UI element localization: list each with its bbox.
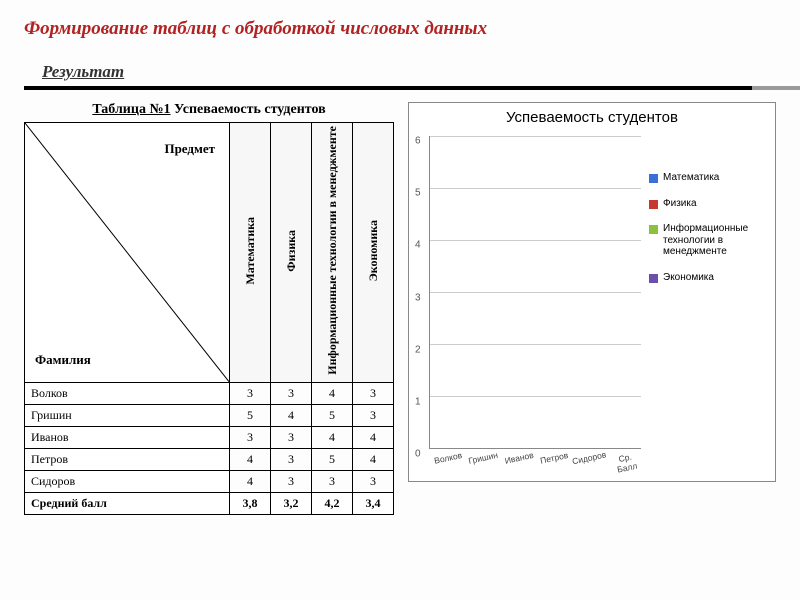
table-caption-text: Успеваемость студентов (171, 102, 326, 117)
diagonal-header: Предмет Фамилия (25, 123, 230, 383)
legend-label: Математика (663, 172, 719, 184)
table-caption: Таблица №1 Успеваемость студентов (24, 102, 394, 118)
cell: 4 (312, 382, 353, 404)
cell: 3 (271, 382, 312, 404)
cell: 3 (230, 382, 271, 404)
table-row: Гришин5453 (25, 404, 394, 426)
cell: 3 (312, 470, 353, 492)
cell: 4 (353, 426, 394, 448)
row-name: Петров (25, 448, 230, 470)
cell: 5 (312, 448, 353, 470)
chart-plot (429, 136, 641, 449)
col-economics: Экономика (353, 123, 394, 383)
legend-item: Математика (649, 172, 769, 184)
y-tick: 2 (415, 344, 421, 355)
cell: 3,2 (271, 492, 312, 514)
legend-swatch (649, 200, 658, 209)
y-tick: 5 (415, 188, 421, 199)
y-tick: 0 (415, 449, 421, 460)
avg-label: Средний балл (25, 492, 230, 514)
cell: 3 (353, 470, 394, 492)
header-surname: Фамилия (35, 352, 91, 368)
table-row: Петров4354 (25, 448, 394, 470)
legend-label: Экономика (663, 272, 714, 284)
legend-swatch (649, 225, 658, 234)
legend-swatch (649, 274, 658, 283)
col-math: Математика (230, 123, 271, 383)
col-it: Информационные технологии в менеджменте (312, 123, 353, 383)
chart-title: Успеваемость студентов (413, 109, 771, 126)
legend-item: Информационные технологии в менеджменте (649, 223, 769, 258)
cell: 4 (353, 448, 394, 470)
table-row: Сидоров4333 (25, 470, 394, 492)
grades-table: Предмет Фамилия Математика Физика Информ… (24, 122, 394, 515)
cell: 3 (230, 426, 271, 448)
x-label: Гришин (465, 447, 505, 480)
table-row: Волков3343 (25, 382, 394, 404)
page-title: Формирование таблиц с обработкой числовы… (24, 18, 776, 40)
table-row-average: Средний балл3,83,24,23,4 (25, 492, 394, 514)
legend-label: Физика (663, 198, 697, 210)
grades-chart: Успеваемость студентов ВолковГришинИвано… (408, 102, 776, 482)
legend-label: Информационные технологии в менеджменте (663, 223, 769, 258)
col-physics: Физика (271, 123, 312, 383)
y-tick: 1 (415, 396, 421, 407)
row-name: Волков (25, 382, 230, 404)
header-subject: Предмет (164, 141, 215, 157)
cell: 3,8 (230, 492, 271, 514)
cell: 4 (230, 448, 271, 470)
cell: 4,2 (312, 492, 353, 514)
x-label: Волков (429, 447, 469, 480)
y-tick: 3 (415, 292, 421, 303)
cell: 4 (271, 404, 312, 426)
cell: 3 (271, 426, 312, 448)
legend-item: Экономика (649, 272, 769, 284)
cell: 4 (230, 470, 271, 492)
legend-item: Физика (649, 198, 769, 210)
x-label: Иванов (500, 447, 540, 480)
legend-swatch (649, 174, 658, 183)
row-name: Сидоров (25, 470, 230, 492)
x-label: Ср. Балл (606, 447, 646, 480)
cell: 3 (353, 404, 394, 426)
result-heading: Результат (42, 62, 776, 82)
divider (24, 86, 776, 90)
grades-table-block: Таблица №1 Успеваемость студентов Предме… (24, 102, 394, 515)
cell: 3,4 (353, 492, 394, 514)
row-name: Гришин (25, 404, 230, 426)
table-number: Таблица №1 (92, 102, 170, 117)
x-label: Петров (535, 447, 575, 480)
cell: 4 (312, 426, 353, 448)
cell: 3 (353, 382, 394, 404)
cell: 5 (312, 404, 353, 426)
cell: 3 (271, 470, 312, 492)
cell: 3 (271, 448, 312, 470)
y-tick: 4 (415, 240, 421, 251)
x-label: Сидоров (571, 447, 611, 480)
row-name: Иванов (25, 426, 230, 448)
chart-legend: Математика Физика Информационные технологи… (643, 132, 771, 477)
y-tick: 6 (415, 136, 421, 147)
table-row: Иванов3344 (25, 426, 394, 448)
cell: 5 (230, 404, 271, 426)
